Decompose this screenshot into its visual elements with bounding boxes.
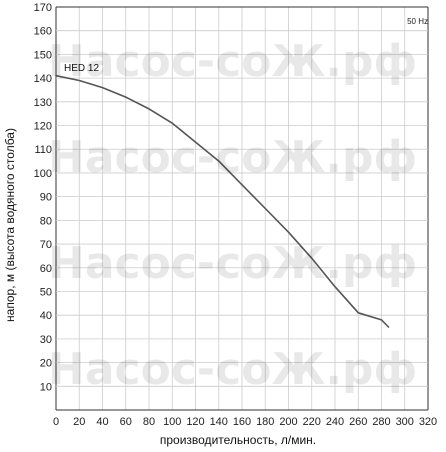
y-tick-label: 100 <box>34 168 52 180</box>
y-axis-label: напор, м (высота водяного столба) <box>3 128 17 322</box>
y-tick-label: 110 <box>34 144 52 156</box>
x-tick-label: 180 <box>256 416 274 428</box>
y-tick-label: 170 <box>34 2 52 14</box>
x-tick-label: 160 <box>233 416 251 428</box>
y-tick-label: 150 <box>34 49 52 61</box>
series-layer <box>55 74 390 328</box>
y-tick-label: 80 <box>40 215 52 227</box>
y-tick-label: 120 <box>34 121 52 133</box>
x-tick-label: 220 <box>303 416 321 428</box>
x-tick-labels: 0 20 40 60 80 100 120 140 160 180 200 220 240 260 280 3… <box>53 416 437 428</box>
x-tick-label: 300 <box>396 416 414 428</box>
x-tick-label: 80 <box>143 416 155 428</box>
y-tick-labels: 10 20 30 40 50 60 70 80 90 100 110 120 130 140 150 160 1… <box>34 2 52 393</box>
x-tick-label: 100 <box>163 416 181 428</box>
chart-grid <box>55 6 429 411</box>
y-tick-label: 90 <box>40 192 52 204</box>
watermark-text: Насос-соЖ.рф <box>48 344 417 395</box>
watermark-text: Насос-соЖ.рф <box>48 132 417 183</box>
x-tick-label: 0 <box>53 416 59 428</box>
y-tick-label: 140 <box>34 73 52 85</box>
x-tick-label: 40 <box>96 416 108 428</box>
y-tick-label: 130 <box>34 97 52 109</box>
y-tick-label: 30 <box>40 334 52 346</box>
y-tick-label: 60 <box>40 263 52 275</box>
watermark-text: Насос-соЖ.рф <box>48 36 417 87</box>
x-tick-label: 200 <box>279 416 297 428</box>
x-tick-label: 60 <box>120 416 132 428</box>
y-tick-label: 70 <box>40 239 52 251</box>
watermark-text: Насос-соЖ.рф <box>48 238 417 289</box>
x-tick-label: 120 <box>186 416 204 428</box>
y-tick-label: 40 <box>40 310 52 322</box>
x-tick-label: 240 <box>326 416 344 428</box>
x-tick-label: 280 <box>372 416 390 428</box>
y-tick-label: 50 <box>40 286 52 298</box>
y-tick-label: 10 <box>40 381 52 393</box>
series-line-hed-12 <box>55 74 390 328</box>
y-tick-label: 160 <box>34 26 52 38</box>
x-axis-label: производительность, л/мин. <box>160 433 316 447</box>
y-tick-label: 20 <box>40 358 52 370</box>
x-tick-label: 20 <box>73 416 85 428</box>
series-label: HED 12 <box>64 63 99 74</box>
x-tick-label: 260 <box>349 416 367 428</box>
x-tick-label: 140 <box>210 416 228 428</box>
frequency-note: 50 Hz <box>407 17 428 26</box>
x-tick-label: 320 <box>419 416 437 428</box>
